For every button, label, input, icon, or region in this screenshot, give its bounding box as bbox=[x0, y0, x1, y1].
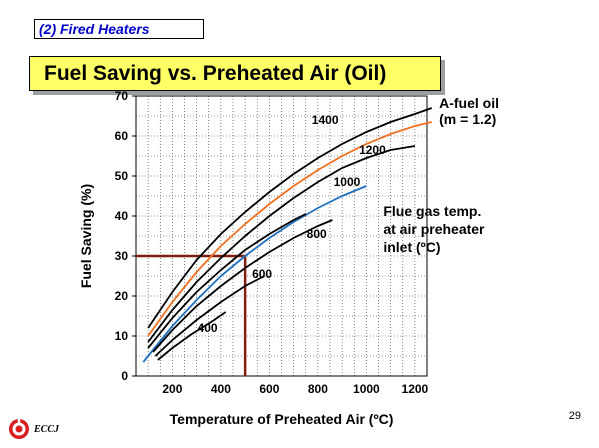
series-line-600 bbox=[154, 275, 265, 357]
chart-annotation: A-fuel oil bbox=[439, 95, 499, 111]
guide-lines bbox=[136, 254, 247, 376]
y-tick-label: 10 bbox=[115, 329, 129, 343]
series-line-400 bbox=[157, 311, 227, 361]
page-number: 29 bbox=[568, 410, 581, 422]
x-tick-label: 200 bbox=[162, 382, 182, 396]
plot-frame bbox=[135, 95, 428, 377]
series-line-unlabeled-4 bbox=[147, 213, 307, 349]
chart-series bbox=[142, 107, 433, 363]
y-tick-label: 30 bbox=[115, 249, 129, 263]
chart-annotation: Flue gas temp. bbox=[383, 203, 481, 219]
x-tick-label: 400 bbox=[211, 382, 231, 396]
chart-annotation: (m = 1.2) bbox=[439, 111, 496, 127]
chart-labels: 1400 1200 1000 800 600 400 A-fuel oil(m = 1.2)… bbox=[198, 95, 499, 335]
y-axis-label: Fuel Saving (%) bbox=[78, 184, 94, 288]
eccj-logo-icon bbox=[9, 418, 29, 439]
logo-text: ECCJ bbox=[34, 423, 60, 435]
y-tick-label: 0 bbox=[121, 369, 128, 383]
curve-label: 600 bbox=[252, 267, 272, 281]
series-line-1400 bbox=[147, 107, 433, 329]
y-tick-label: 40 bbox=[115, 209, 129, 223]
y-tick-label: 70 bbox=[115, 89, 129, 103]
series-line-unlabeled-2 bbox=[147, 145, 416, 343]
slide-title: Fuel Saving vs. Preheated Air (Oil) bbox=[29, 56, 441, 91]
chart-annotation: at air preheater bbox=[383, 221, 485, 237]
series-line-1000 bbox=[142, 185, 367, 363]
curve-label: 400 bbox=[198, 321, 218, 335]
x-tick-label: 800 bbox=[308, 382, 328, 396]
curve-label: 800 bbox=[307, 227, 327, 241]
series-line-800 bbox=[152, 219, 333, 353]
chart-annotation: inlet (ºC) bbox=[383, 239, 440, 255]
chart-axes: 0 10 20 30 40 50 60 70 200 400 600 800 1000 1200 Tempe… bbox=[78, 89, 429, 427]
x-tick-label: 1200 bbox=[402, 382, 429, 396]
curve-label: 1000 bbox=[334, 175, 361, 189]
y-tick-label: 50 bbox=[115, 169, 129, 183]
series-line-1200 bbox=[147, 121, 433, 337]
section-tag: (2) Fired Heaters bbox=[34, 19, 204, 39]
x-tick-label: 600 bbox=[259, 382, 279, 396]
y-tick-label: 20 bbox=[115, 289, 129, 303]
curve-label: 1200 bbox=[359, 143, 386, 157]
curve-label: 1400 bbox=[312, 113, 339, 127]
footer-logo: ECCJ bbox=[8, 418, 59, 440]
x-tick-label: 1000 bbox=[353, 382, 380, 396]
x-axis-label: Temperature of Preheated Air (ºC) bbox=[170, 411, 394, 427]
y-tick-label: 60 bbox=[115, 129, 129, 143]
